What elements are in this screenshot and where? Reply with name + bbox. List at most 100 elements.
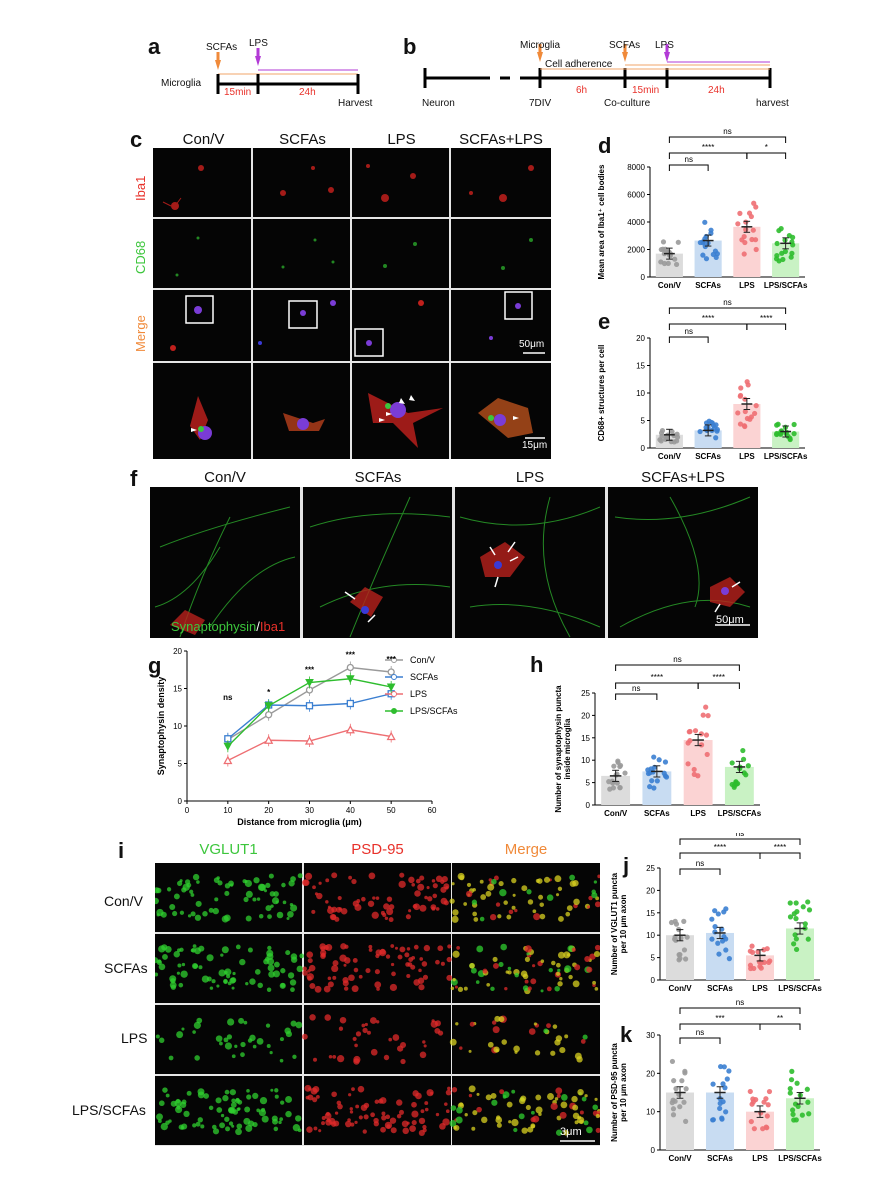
puncta xyxy=(450,986,455,991)
puncta xyxy=(351,878,357,885)
y-tick-label: 10 xyxy=(646,1108,655,1117)
puncta xyxy=(328,1117,336,1125)
puncta xyxy=(455,1116,463,1124)
puncta xyxy=(247,947,253,953)
puncta xyxy=(181,962,186,967)
data-point xyxy=(742,408,748,415)
puncta xyxy=(306,951,314,959)
puncta xyxy=(164,946,172,953)
data-point xyxy=(752,410,758,417)
puncta xyxy=(269,1050,273,1055)
puncta xyxy=(572,980,580,988)
significance-bracket xyxy=(668,152,748,159)
puncta xyxy=(494,1015,501,1022)
puncta xyxy=(368,948,373,952)
puncta xyxy=(507,966,512,971)
data-point xyxy=(740,747,746,754)
puncta xyxy=(385,954,391,959)
puncta xyxy=(413,944,419,950)
puncta xyxy=(372,896,376,900)
puncta xyxy=(183,1110,190,1118)
data-point xyxy=(305,679,314,688)
chart-g: 0 5 10 15 20 0 10 20 30 40 50 60 Distance from micro… xyxy=(156,648,458,827)
puncta xyxy=(435,907,440,911)
data-point xyxy=(791,421,797,428)
puncta xyxy=(198,945,205,952)
data-point xyxy=(697,239,703,246)
y-tick-label: 0 xyxy=(586,801,591,810)
puncta xyxy=(327,905,331,909)
puncta xyxy=(324,1112,332,1120)
data-point xyxy=(753,246,759,253)
puncta xyxy=(208,907,214,913)
puncta xyxy=(307,1094,314,1101)
puncta xyxy=(279,982,286,989)
data-point xyxy=(780,256,786,263)
data-point xyxy=(712,929,718,935)
puncta xyxy=(314,985,322,993)
data-point xyxy=(782,237,788,243)
puncta xyxy=(543,876,551,883)
puncta xyxy=(252,897,257,902)
puncta xyxy=(223,1037,229,1043)
puncta xyxy=(173,951,180,958)
puncta xyxy=(379,1097,387,1104)
puncta xyxy=(237,1099,243,1105)
a-microglia-label: Microglia xyxy=(161,78,202,89)
puncta xyxy=(588,895,593,901)
puncta xyxy=(327,906,335,915)
data-point xyxy=(720,1081,726,1087)
puncta xyxy=(435,875,443,883)
puncta xyxy=(452,977,456,982)
puncta xyxy=(332,975,337,980)
puncta xyxy=(491,1020,497,1025)
puncta xyxy=(265,1023,271,1028)
puncta xyxy=(181,1027,185,1031)
puncta xyxy=(155,887,160,894)
f-label-sep: / xyxy=(256,619,260,634)
puncta xyxy=(324,1014,332,1021)
data-point xyxy=(805,1099,811,1105)
puncta xyxy=(574,1120,579,1125)
data-point xyxy=(648,766,654,772)
puncta xyxy=(546,1023,551,1029)
puncta xyxy=(215,1097,222,1104)
puncta xyxy=(400,1058,406,1065)
x-tick-label: LPS/SCFAs xyxy=(764,452,808,461)
data-point xyxy=(766,1088,773,1095)
puncta xyxy=(289,902,294,907)
puncta xyxy=(555,971,561,976)
puncta xyxy=(229,977,236,984)
puncta xyxy=(539,913,546,920)
puncta xyxy=(418,984,425,991)
puncta xyxy=(244,1106,251,1113)
b-coculture: Co-culture xyxy=(604,98,651,109)
puncta xyxy=(406,1121,410,1125)
data-point xyxy=(790,1107,796,1113)
puncta xyxy=(305,872,313,880)
x-tick-label: LPS/SCFAs xyxy=(778,984,822,993)
puncta xyxy=(535,1094,542,1101)
puncta xyxy=(488,878,493,882)
puncta xyxy=(243,896,249,903)
significance-bracket xyxy=(615,682,699,689)
data-point xyxy=(673,261,680,268)
puncta xyxy=(292,1054,297,1059)
puncta xyxy=(472,887,476,892)
data-point xyxy=(752,237,759,243)
puncta xyxy=(507,970,512,975)
data-point xyxy=(748,414,755,420)
puncta xyxy=(550,1050,556,1056)
significance-bracket xyxy=(679,852,761,859)
data-point xyxy=(669,1100,675,1106)
data-point xyxy=(613,772,619,778)
puncta xyxy=(249,978,256,985)
data-point xyxy=(669,1058,676,1065)
data-point xyxy=(345,724,355,734)
puncta xyxy=(463,986,468,991)
puncta xyxy=(419,1051,427,1059)
data-point xyxy=(685,761,691,767)
puncta xyxy=(253,877,260,884)
puncta xyxy=(200,1124,205,1129)
data-point xyxy=(737,421,744,427)
